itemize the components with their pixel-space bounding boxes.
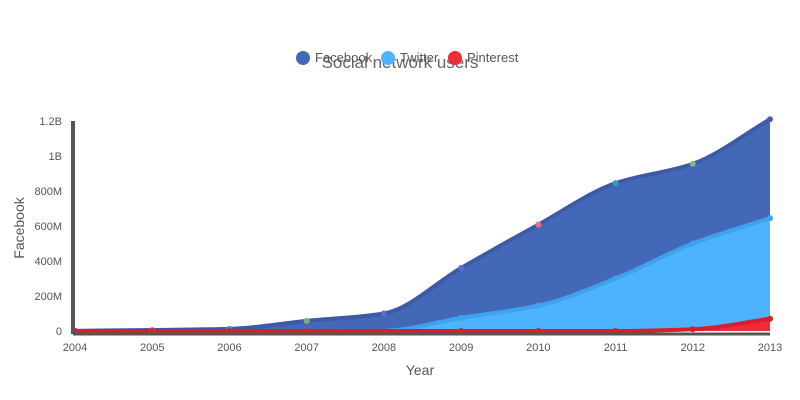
y-tick-label: 0	[56, 326, 62, 338]
facebook-area	[75, 119, 770, 331]
x-tick-label: 2006	[217, 342, 241, 354]
facebook-point-2011[interactable]	[612, 180, 619, 187]
y-tick-label: 400M	[34, 256, 62, 268]
facebook-point-2008[interactable]	[380, 310, 387, 317]
x-tick-label: 2004	[63, 342, 87, 354]
pinterest-point-2012[interactable]	[689, 326, 696, 333]
pinterest-point-2013[interactable]	[767, 315, 773, 322]
twitter-point-2010[interactable]	[535, 302, 542, 309]
x-axis-title: Year	[406, 362, 435, 378]
legend-label-facebook: Facebook	[315, 50, 373, 65]
x-tick-label: 2005	[140, 342, 164, 354]
y-tick-label: 200M	[34, 291, 62, 303]
twitter-point-2011[interactable]	[612, 275, 619, 282]
y-tick-label: 1.2B	[39, 116, 62, 128]
legend-label-pinterest: Pinterest	[467, 50, 519, 65]
x-tick-label: 2007	[294, 342, 318, 354]
facebook-point-2010[interactable]	[535, 221, 542, 228]
facebook-point-2013[interactable]	[767, 116, 773, 123]
twitter-area	[75, 218, 770, 331]
twitter-point-2012[interactable]	[689, 240, 696, 247]
legend-marker-twitter	[381, 51, 395, 65]
y-axis-title: Facebook	[11, 196, 27, 258]
x-tick-label: 2012	[681, 342, 705, 354]
y-tick-label: 800M	[34, 186, 62, 198]
lines-layer	[73, 117, 772, 333]
legend[interactable]: Facebook Twitter Pinterest	[296, 50, 519, 65]
x-tick-labels: 2004 2005 2006 2007 2008 2009 2010 2011 2012 2013	[63, 342, 782, 354]
twitter-point-2009[interactable]	[458, 314, 465, 321]
y-tick-label: 600M	[34, 221, 62, 233]
legend-item-pinterest[interactable]: Pinterest	[448, 50, 519, 65]
y-tick-label: 1B	[49, 151, 62, 163]
legend-item-facebook[interactable]: Facebook	[296, 50, 373, 65]
legend-marker-facebook	[296, 51, 310, 65]
chart-title: Social network users	[322, 53, 479, 72]
x-tick-label: 2010	[526, 342, 550, 354]
areas-layer	[75, 119, 770, 331]
x-tick-label: 2009	[449, 342, 473, 354]
facebook-point-2009[interactable]	[458, 265, 465, 271]
legend-label-twitter: Twitter	[400, 50, 439, 65]
twitter-point-2013[interactable]	[767, 215, 773, 222]
legend-item-twitter[interactable]: Twitter	[381, 50, 439, 65]
x-tick-label: 2008	[372, 342, 396, 354]
y-tick-labels: 0 200M 400M 600M 800M 1B 1.2B	[34, 116, 62, 338]
facebook-point-2007[interactable]	[303, 317, 310, 324]
x-tick-label: 2011	[604, 342, 628, 354]
legend-marker-pinterest	[448, 51, 462, 65]
x-tick-label: 2013	[758, 342, 782, 354]
facebook-point-2012[interactable]	[689, 160, 696, 167]
pinterest-line	[73, 316, 772, 333]
